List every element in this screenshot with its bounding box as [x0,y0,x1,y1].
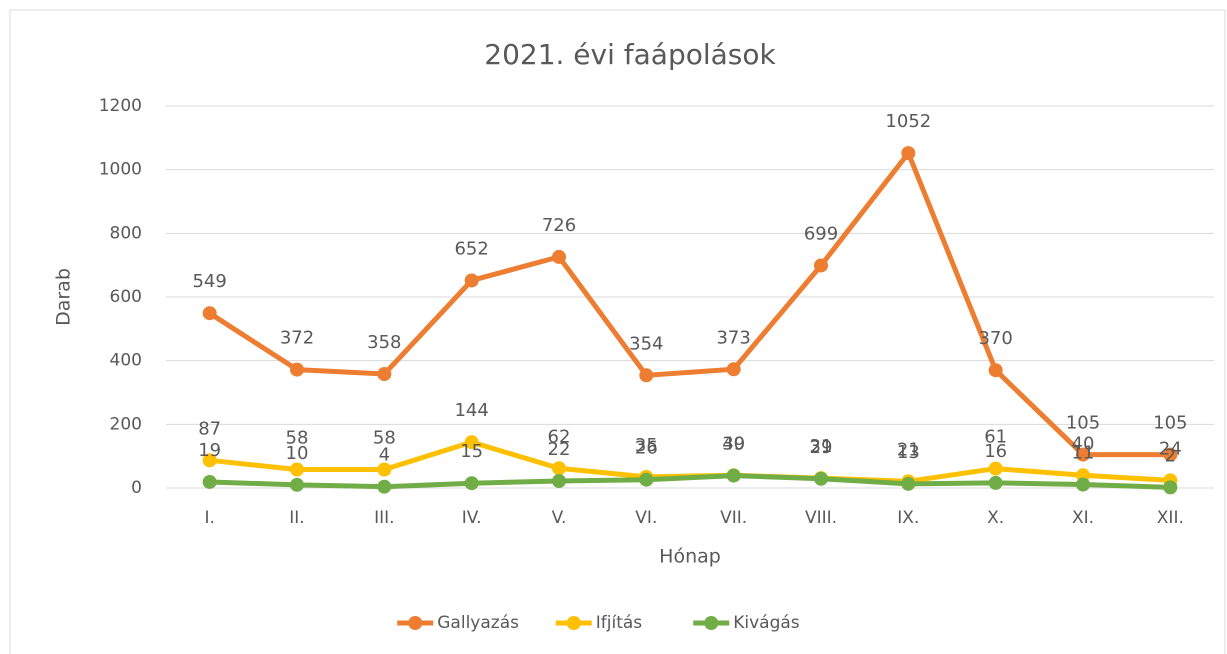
data-label: 58 [286,428,309,449]
data-label: 31 [810,436,833,457]
data-label: 13 [897,442,920,463]
point [290,477,304,492]
point [464,273,479,288]
point [552,249,566,264]
x-tick-label: I. [204,508,214,528]
point [1076,447,1090,462]
legend-label: Gallyazás [437,613,519,633]
point [814,471,828,486]
y-tick-label: 800 [110,223,142,243]
data-label: 372 [280,328,314,349]
data-label: 22 [548,439,571,460]
point [552,461,566,476]
point [726,362,741,377]
data-label: 29 [810,437,833,458]
data-label: 652 [454,238,488,259]
data-label: 16 [984,441,1007,462]
series-line [208,150,1171,458]
point [988,461,1003,476]
point [901,146,916,161]
x-tick-label: XII. [1157,508,1184,528]
y-axis-title: Darab [53,268,75,326]
point [901,476,916,491]
series-line [209,473,1171,490]
data-label: 358 [367,332,401,353]
legend-label: Ifjítás [596,613,643,633]
data-label: 40 [1072,433,1095,454]
point [464,435,479,450]
data-label: 105 [1066,413,1100,434]
x-tick-label: II. [289,508,304,528]
data-label: 62 [548,426,571,447]
point [290,462,304,477]
point [1163,447,1178,462]
point [377,367,392,382]
point [552,473,566,488]
data-label: 699 [804,223,838,244]
data-label: 39 [722,434,745,455]
data-label: 21 [897,439,920,460]
chart-frame [9,9,1226,654]
point [814,258,828,273]
point [377,479,392,494]
chart-title: 2021. évi faápolások [484,38,776,71]
y-tick-label: 400 [110,351,142,371]
y-tick-label: 1000 [99,160,142,180]
x-tick-label: XI. [1072,508,1094,528]
y-tick-label: 200 [110,414,142,434]
data-label: 354 [629,333,663,354]
y-tick-label: 600 [110,287,142,307]
x-axis-title: Hónap [659,546,721,568]
legend-marker [566,616,581,630]
x-tick-label: VIII. [805,508,837,528]
data-label: 373 [716,327,750,348]
data-label: 105 [1153,413,1187,434]
legend-marker [408,616,423,630]
point [988,363,1003,378]
data-label: 24 [1159,438,1182,459]
point [726,468,741,483]
data-label: 87 [198,418,221,439]
data-label: 11 [1072,442,1095,463]
x-tick-label: V. [552,508,567,528]
legend-marker [704,616,719,630]
point [202,306,217,321]
data-label: 15 [460,441,483,462]
x-tick-label: IV. [462,508,482,528]
point [464,476,479,491]
data-label: 4 [379,445,390,466]
point [988,475,1003,490]
point [1163,480,1178,495]
point [377,462,392,477]
data-label: 549 [192,271,226,292]
data-label: 144 [454,400,488,421]
data-label: 61 [984,427,1007,448]
data-label: 10 [286,443,309,464]
data-label: 26 [635,438,658,459]
x-tick-label: VII. [720,508,747,528]
data-label: 370 [978,328,1012,349]
data-label: 2 [1165,445,1176,466]
point [202,453,217,468]
data-label: 1052 [885,111,931,132]
x-tick-label: VI. [635,508,657,528]
data-label: 726 [542,215,576,236]
y-tick-label: 1200 [99,96,142,116]
point [639,472,654,487]
x-tick-label: IX. [897,508,919,528]
y-tick-label: 0 [131,478,142,498]
data-label: 40 [722,433,745,454]
data-label: 35 [635,435,658,456]
legend-label: Kivágás [733,613,800,633]
point [1076,477,1090,492]
point [202,474,217,489]
data-label: 58 [373,428,396,449]
x-tick-label: X. [987,508,1004,528]
point [639,368,654,383]
x-tick-label: III. [374,508,394,528]
point [290,362,304,377]
data-label: 19 [198,440,221,461]
